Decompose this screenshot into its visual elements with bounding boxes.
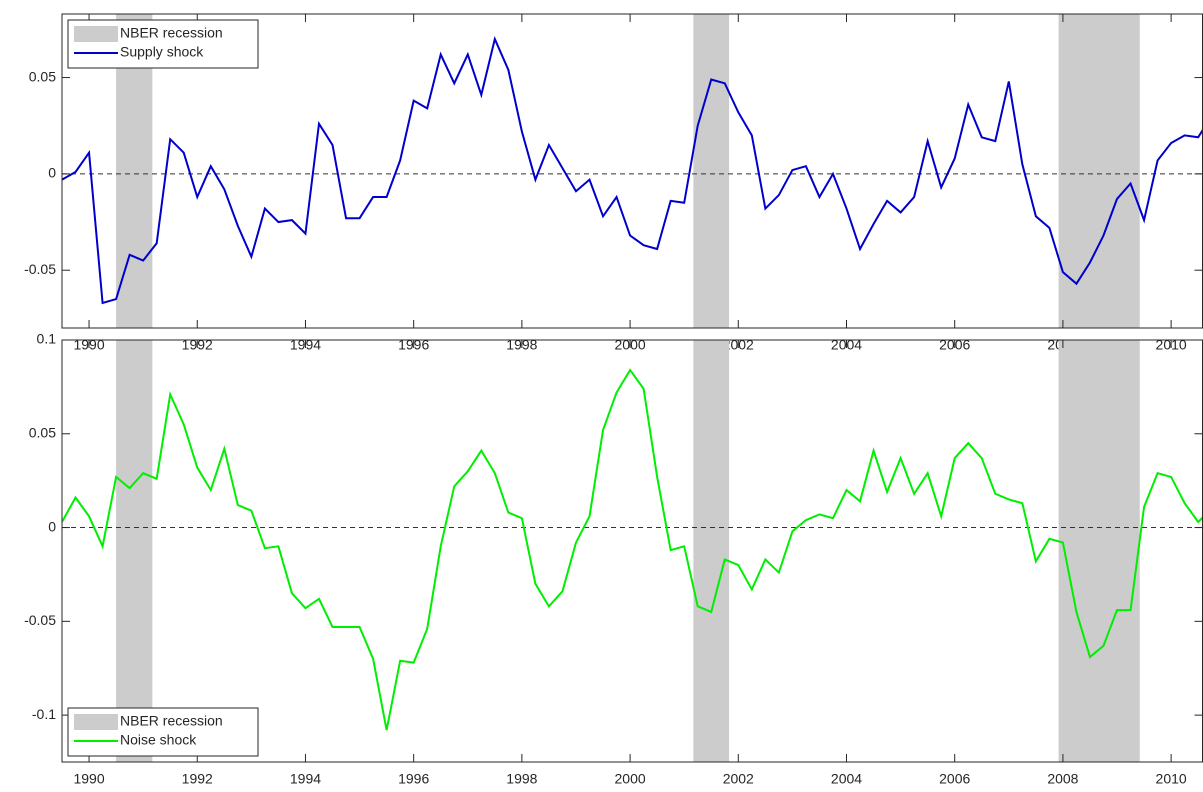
legend-label: Supply shock [120, 44, 204, 60]
x-tick-label: 2008 [1047, 771, 1078, 787]
x-tick-label: 1990 [73, 771, 104, 787]
x-tick-label: 2004 [831, 771, 862, 787]
y-tick-label: 0.05 [29, 424, 56, 440]
x-tick-label: 1992 [182, 771, 213, 787]
recession-band [693, 14, 730, 328]
y-tick-label: -0.05 [24, 612, 56, 628]
x-tick-label: 2006 [939, 771, 970, 787]
recession-band [1058, 340, 1140, 762]
y-tick-label: -0.1 [32, 706, 56, 722]
x-tick-label: 1998 [506, 771, 537, 787]
recession-band [1058, 14, 1140, 328]
y-tick-label: 0 [48, 165, 56, 181]
series-line [62, 35, 1203, 305]
x-tick-label: 2010 [1156, 771, 1187, 787]
plot-area [62, 340, 1203, 762]
legend: NBER recession Supply shock [67, 19, 259, 69]
legend-swatch [74, 714, 118, 730]
x-tick-label: 1994 [290, 771, 321, 787]
series-line [62, 368, 1203, 731]
legend-label: NBER recession [120, 25, 223, 41]
axes-box [61, 339, 1203, 763]
x-tick-label: 2000 [615, 771, 646, 787]
y-tick-label: -0.05 [24, 261, 56, 277]
recession-band [693, 340, 730, 762]
x-tick-label: 2002 [723, 771, 754, 787]
y-tick-label: 0 [48, 518, 56, 534]
y-tick-label: 0.1 [37, 331, 57, 347]
y-tick-label: 0.05 [29, 68, 56, 84]
legend: NBER recession Noise shock [67, 707, 259, 757]
legend-label: Noise shock [120, 732, 197, 748]
recession-band [116, 340, 153, 762]
legend-label: NBER recession [120, 713, 223, 729]
legend-swatch [74, 26, 118, 42]
x-tick-label: 1996 [398, 771, 429, 787]
